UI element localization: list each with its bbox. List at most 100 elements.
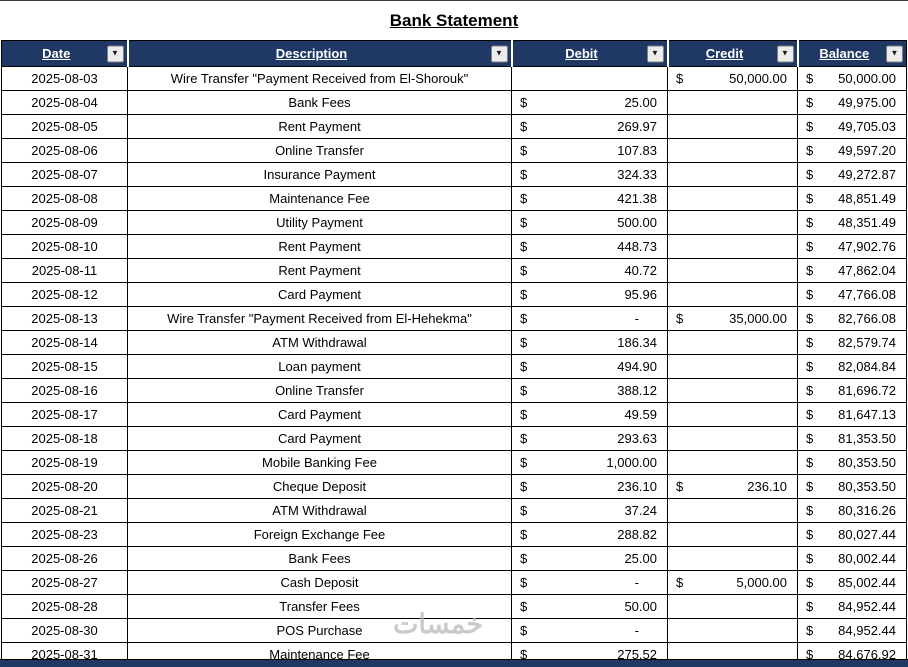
- description-cell[interactable]: ATM Withdrawal: [127, 330, 512, 355]
- header-debit[interactable]: Debit ▼: [511, 40, 669, 67]
- balance-cell[interactable]: $ 49,597.20: [797, 138, 907, 163]
- credit-cell[interactable]: $ 5,000.00: [667, 570, 798, 595]
- filter-dropdown-balance[interactable]: ▼: [886, 45, 903, 62]
- balance-cell[interactable]: $ 80,027.44: [797, 522, 907, 547]
- credit-cell[interactable]: [667, 618, 798, 643]
- balance-cell[interactable]: $ 47,862.04: [797, 258, 907, 283]
- credit-cell[interactable]: [667, 138, 798, 163]
- credit-cell[interactable]: [667, 330, 798, 355]
- debit-cell[interactable]: $ 494.90: [511, 354, 668, 379]
- debit-cell[interactable]: $ 500.00: [511, 210, 668, 235]
- description-cell[interactable]: POS Purchase: [127, 618, 512, 643]
- date-cell[interactable]: 2025-08-15: [1, 354, 128, 379]
- date-cell[interactable]: 2025-08-03: [1, 66, 128, 91]
- balance-cell[interactable]: $ 47,902.76: [797, 234, 907, 259]
- description-cell[interactable]: Transfer Fees: [127, 594, 512, 619]
- date-cell[interactable]: 2025-08-11: [1, 258, 128, 283]
- credit-cell[interactable]: [667, 594, 798, 619]
- date-cell[interactable]: 2025-08-30: [1, 618, 128, 643]
- balance-cell[interactable]: $ 84,952.44: [797, 618, 907, 643]
- balance-cell[interactable]: $ 80,353.50: [797, 474, 907, 499]
- description-cell[interactable]: Utility Payment: [127, 210, 512, 235]
- balance-cell[interactable]: $ 81,353.50: [797, 426, 907, 451]
- date-cell[interactable]: 2025-08-19: [1, 450, 128, 475]
- balance-cell[interactable]: $ 84,952.44: [797, 594, 907, 619]
- balance-cell[interactable]: $ 49,975.00: [797, 90, 907, 115]
- credit-cell[interactable]: [667, 210, 798, 235]
- balance-cell[interactable]: $ 80,002.44: [797, 546, 907, 571]
- credit-cell[interactable]: [667, 258, 798, 283]
- debit-cell[interactable]: $ 1,000.00: [511, 450, 668, 475]
- header-credit[interactable]: Credit ▼: [667, 40, 799, 67]
- balance-cell[interactable]: $ 82,766.08: [797, 306, 907, 331]
- debit-cell[interactable]: $ 37.24: [511, 498, 668, 523]
- debit-cell[interactable]: $ -: [511, 306, 668, 331]
- date-cell[interactable]: 2025-08-09: [1, 210, 128, 235]
- balance-cell[interactable]: $ 49,272.87: [797, 162, 907, 187]
- credit-cell[interactable]: [667, 450, 798, 475]
- date-cell[interactable]: 2025-08-26: [1, 546, 128, 571]
- date-cell[interactable]: 2025-08-05: [1, 114, 128, 139]
- debit-cell[interactable]: $ 95.96: [511, 282, 668, 307]
- description-cell[interactable]: Foreign Exchange Fee: [127, 522, 512, 547]
- balance-cell[interactable]: $ 81,647.13: [797, 402, 907, 427]
- date-cell[interactable]: 2025-08-07: [1, 162, 128, 187]
- description-cell[interactable]: Rent Payment: [127, 258, 512, 283]
- date-cell[interactable]: 2025-08-28: [1, 594, 128, 619]
- date-cell[interactable]: 2025-08-20: [1, 474, 128, 499]
- header-balance[interactable]: Balance ▼: [797, 40, 907, 67]
- credit-cell[interactable]: [667, 522, 798, 547]
- description-cell[interactable]: Rent Payment: [127, 234, 512, 259]
- description-cell[interactable]: Insurance Payment: [127, 162, 512, 187]
- balance-cell[interactable]: $ 48,351.49: [797, 210, 907, 235]
- description-cell[interactable]: Loan payment: [127, 354, 512, 379]
- description-cell[interactable]: Card Payment: [127, 402, 512, 427]
- balance-cell[interactable]: $ 81,696.72: [797, 378, 907, 403]
- date-cell[interactable]: 2025-08-08: [1, 186, 128, 211]
- debit-cell[interactable]: $ 186.34: [511, 330, 668, 355]
- balance-cell[interactable]: $ 49,705.03: [797, 114, 907, 139]
- balance-cell[interactable]: $ 80,316.26: [797, 498, 907, 523]
- debit-cell[interactable]: $ 25.00: [511, 546, 668, 571]
- header-description[interactable]: Description ▼: [127, 40, 513, 67]
- date-cell[interactable]: 2025-08-17: [1, 402, 128, 427]
- date-cell[interactable]: 2025-08-23: [1, 522, 128, 547]
- date-cell[interactable]: 2025-08-21: [1, 498, 128, 523]
- debit-cell[interactable]: $ 388.12: [511, 378, 668, 403]
- credit-cell[interactable]: [667, 90, 798, 115]
- debit-cell[interactable]: $ 324.33: [511, 162, 668, 187]
- description-cell[interactable]: Rent Payment: [127, 114, 512, 139]
- date-cell[interactable]: 2025-08-27: [1, 570, 128, 595]
- debit-cell[interactable]: $ 107.83: [511, 138, 668, 163]
- description-cell[interactable]: ATM Withdrawal: [127, 498, 512, 523]
- description-cell[interactable]: Bank Fees: [127, 90, 512, 115]
- date-cell[interactable]: 2025-08-16: [1, 378, 128, 403]
- debit-cell[interactable]: $ 421.38: [511, 186, 668, 211]
- description-cell[interactable]: Online Transfer: [127, 138, 512, 163]
- debit-cell[interactable]: $ -: [511, 618, 668, 643]
- credit-cell[interactable]: [667, 426, 798, 451]
- date-cell[interactable]: 2025-08-18: [1, 426, 128, 451]
- balance-cell[interactable]: $ 47,766.08: [797, 282, 907, 307]
- debit-cell[interactable]: $ 448.73: [511, 234, 668, 259]
- credit-cell[interactable]: $ 236.10: [667, 474, 798, 499]
- debit-cell[interactable]: $ 288.82: [511, 522, 668, 547]
- credit-cell[interactable]: [667, 378, 798, 403]
- balance-cell[interactable]: $ 85,002.44: [797, 570, 907, 595]
- header-date[interactable]: Date ▼: [1, 40, 129, 67]
- date-cell[interactable]: 2025-08-04: [1, 90, 128, 115]
- date-cell[interactable]: 2025-08-13: [1, 306, 128, 331]
- date-cell[interactable]: 2025-08-10: [1, 234, 128, 259]
- debit-cell[interactable]: $ 50.00: [511, 594, 668, 619]
- credit-cell[interactable]: $ 35,000.00: [667, 306, 798, 331]
- description-cell[interactable]: Maintenance Fee: [127, 186, 512, 211]
- debit-cell[interactable]: $ 293.63: [511, 426, 668, 451]
- credit-cell[interactable]: [667, 114, 798, 139]
- description-cell[interactable]: Online Transfer: [127, 378, 512, 403]
- debit-cell[interactable]: $ 40.72: [511, 258, 668, 283]
- description-cell[interactable]: Wire Transfer "Payment Received from El-…: [127, 306, 512, 331]
- debit-cell[interactable]: $ 25.00: [511, 90, 668, 115]
- description-cell[interactable]: Card Payment: [127, 282, 512, 307]
- credit-cell[interactable]: [667, 546, 798, 571]
- filter-dropdown-credit[interactable]: ▼: [776, 45, 794, 62]
